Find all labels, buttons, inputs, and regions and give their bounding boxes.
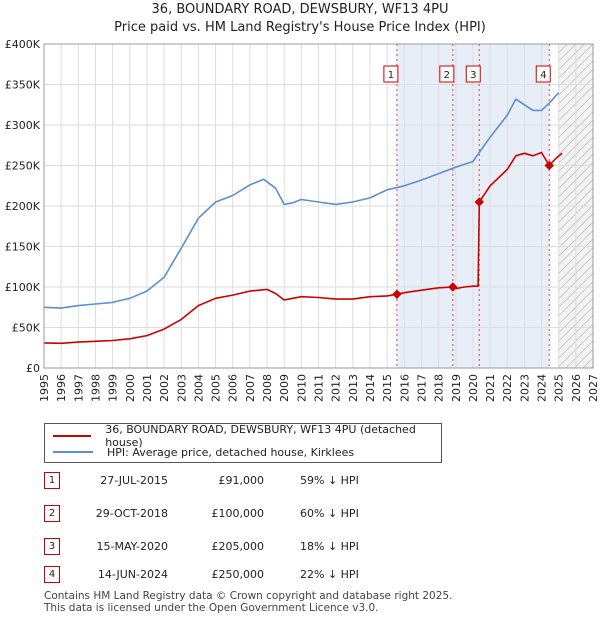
series-line-hpi [43, 92, 560, 309]
x-tick-label: 2011 [313, 374, 326, 402]
event-number: 4 [44, 566, 60, 583]
y-tick-label: £100K [5, 281, 41, 294]
x-tick-label: 2012 [330, 374, 343, 402]
event-label-box [383, 65, 399, 83]
plot-border [43, 43, 594, 369]
x-tick-label: 2015 [381, 374, 394, 402]
y-tick-label: £400K [5, 38, 41, 51]
legend-swatch-property [53, 435, 92, 437]
x-tick-label: 2000 [124, 374, 137, 402]
footer-copyright: Contains HM Land Registry data © Crown c… [44, 590, 453, 602]
event-date: 27-JUL-2015 [100, 474, 168, 487]
x-tick-label: 2004 [192, 374, 205, 402]
x-tick-label: 2009 [278, 374, 291, 402]
x-tick-label: 2019 [450, 374, 463, 402]
y-tick-label: £0 [26, 362, 40, 375]
sale-marker [474, 197, 484, 207]
x-tick-label: 2014 [364, 374, 377, 402]
x-tick-label: 2002 [158, 374, 171, 402]
x-tick-label: 2001 [141, 374, 154, 402]
sale-marker [544, 160, 554, 171]
event-label-box [465, 65, 481, 83]
y-tick-label: £150K [5, 241, 41, 254]
x-tick-label: 2007 [244, 374, 257, 402]
x-tick-label: 2022 [501, 374, 514, 402]
event-date: 14-JUN-2024 [97, 568, 168, 581]
y-tick-label: £200K [5, 200, 41, 213]
x-tick-label: 2005 [210, 374, 223, 402]
event-hpi-diff: 60% ↓ HPI [300, 507, 359, 520]
event-price: £91,000 [218, 474, 265, 487]
legend-swatch-hpi [53, 451, 93, 453]
x-tick-label: 2025 [553, 374, 566, 402]
footer-licence: This data is licensed under the Open Gov… [44, 602, 379, 614]
x-tick-label: 2010 [295, 374, 308, 402]
table-row: 1 27-JUL-2015 £91,000 59% ↓ HPI [44, 472, 424, 490]
x-tick-label: 1996 [55, 374, 68, 402]
event-label: 1 [388, 70, 394, 81]
x-tick-label: 2027 [587, 374, 600, 402]
event-number: 2 [44, 505, 60, 522]
price-chart: £0 £50K £100K £150K £200K £250K £300K £350K £400… [5, 38, 600, 402]
sale-marker [392, 289, 402, 299]
x-tick-label: 1999 [107, 374, 120, 402]
y-tick-label: £300K [5, 119, 41, 132]
x-tick-label: 2013 [347, 374, 360, 402]
event-hpi-diff: 22% ↓ HPI [300, 568, 359, 581]
x-tick-label: 2020 [467, 374, 480, 402]
event-number: 3 [44, 538, 60, 555]
sale-marker [448, 282, 458, 292]
x-tick-label: 1995 [38, 374, 51, 402]
event-label: 3 [470, 70, 476, 81]
event-label: 4 [540, 70, 546, 81]
legend: 36, BOUNDARY ROAD, DEWSBURY, WF13 4PU (d… [44, 423, 442, 463]
chart-title: 36, BOUNDARY ROAD, DEWSBURY, WF13 4PU [151, 2, 449, 17]
table-row: 2 29-OCT-2018 £100,000 60% ↓ HPI [44, 505, 424, 523]
x-tick-label: 2018 [433, 374, 446, 402]
event-hpi-diff: 59% ↓ HPI [300, 474, 359, 487]
y-tick-label: £250K [5, 160, 41, 173]
table-row: 4 14-JUN-2024 £250,000 22% ↓ HPI [44, 566, 424, 584]
x-tick-label: 2026 [570, 374, 583, 402]
x-tick-label: 1997 [72, 374, 85, 402]
event-number: 1 [44, 472, 60, 489]
legend-label-property: 36, BOUNDARY ROAD, DEWSBURY, WF13 4PU (d… [105, 423, 416, 449]
event-hpi-diff: 18% ↓ HPI [300, 540, 359, 553]
footer: Contains HM Land Registry data © Crown c… [44, 590, 452, 614]
x-tick-label: 2003 [175, 374, 188, 402]
chart-subtitle: Price paid vs. HM Land Registry's House … [114, 20, 486, 35]
event-label-box [535, 65, 551, 83]
x-tick-label: 2021 [484, 374, 497, 402]
event-price: £250,000 [211, 568, 265, 581]
event-date: 29-OCT-2018 [95, 507, 168, 520]
x-tick-label: 2016 [398, 374, 411, 402]
y-tick-label: £50K [12, 322, 41, 335]
series-line-property [43, 151, 563, 345]
x-tick-label: 2023 [518, 374, 531, 402]
legend-item-property: 36, BOUNDARY ROAD, DEWSBURY, WF13 4PU (d… [53, 423, 441, 449]
legend-item-hpi: HPI: Average price, detached house, Kirk… [53, 444, 354, 460]
x-tick-label: 2024 [536, 374, 549, 402]
x-tick-label: 2017 [415, 374, 428, 402]
event-price: £100,000 [211, 507, 265, 520]
event-label-box [439, 65, 455, 83]
table-row: 3 15-MAY-2020 £205,000 18% ↓ HPI [44, 538, 424, 556]
event-date: 15-MAY-2020 [96, 540, 168, 553]
event-price: £205,000 [211, 540, 265, 553]
legend-label-hpi: HPI: Average price, detached house, Kirk… [107, 445, 355, 459]
event-label: 2 [444, 70, 450, 81]
y-tick-label: £350K [5, 79, 41, 92]
x-tick-label: 2006 [227, 374, 240, 402]
x-tick-label: 1998 [89, 374, 102, 402]
x-tick-label: 2008 [261, 374, 274, 402]
